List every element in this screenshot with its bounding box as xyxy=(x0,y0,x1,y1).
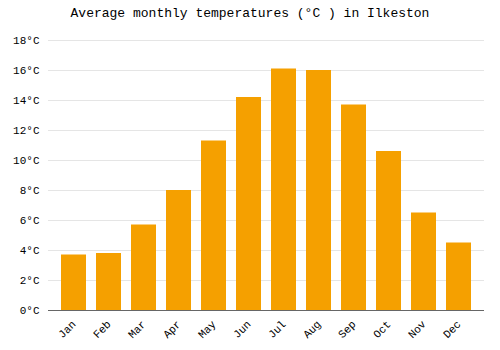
svg-text:Aug: Aug xyxy=(301,318,323,340)
svg-text:Oct: Oct xyxy=(371,318,393,340)
svg-text:16°C: 16°C xyxy=(13,65,40,77)
svg-text:Nov: Nov xyxy=(406,318,429,341)
svg-text:Dec: Dec xyxy=(441,318,463,340)
svg-text:Mar: Mar xyxy=(126,318,148,340)
html-text:Average monthly temperatures (: Average monthly temperatures (°C ) in Il… xyxy=(70,6,430,21)
svg-text:Sep: Sep xyxy=(336,318,358,340)
svg-text:Jun: Jun xyxy=(231,318,253,340)
svg-text:Jan: Jan xyxy=(56,318,78,340)
svg-text:Feb: Feb xyxy=(91,318,113,340)
svg-text:18°C: 18°C xyxy=(13,35,40,47)
svg-text:14°C: 14°C xyxy=(13,95,40,107)
svg-text:2°C: 2°C xyxy=(20,275,40,287)
svg-text:10°C: 10°C xyxy=(13,155,40,167)
svg-text:May: May xyxy=(196,318,219,341)
svg-text:6°C: 6°C xyxy=(20,215,40,227)
svg-text:0°C: 0°C xyxy=(20,305,40,317)
svg-text:12°C: 12°C xyxy=(13,125,40,137)
svg-text:4°C: 4°C xyxy=(20,245,40,257)
svg-text:8°C: 8°C xyxy=(20,185,40,197)
svg-text:Apr: Apr xyxy=(161,318,183,340)
svg-text:Jul: Jul xyxy=(266,318,288,340)
